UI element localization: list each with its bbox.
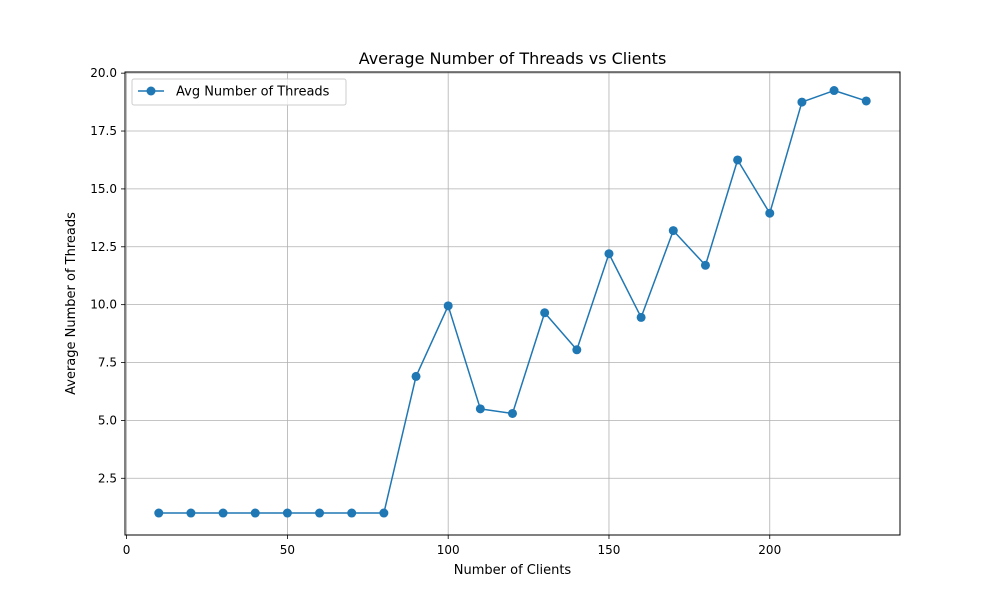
legend-box [131,78,347,106]
data-point [282,508,292,518]
y-axis-label: Average Number of Threads [64,212,79,395]
data-point [668,226,678,236]
data-point [154,508,164,518]
axis-ticks: 0 50 100 150 200 2.5 5.0 7.5 10.0 12.5 15.0 17.5 20.… [90,66,781,557]
data-point [218,508,228,518]
data-point [700,260,710,270]
x-tick-label: 0 [123,543,131,557]
data-point [186,508,196,518]
x-tick-label: 150 [598,543,621,557]
data-point [379,508,389,518]
y-tick-label: 2.5 [98,471,117,485]
y-tick-label: 20.0 [90,66,117,80]
data-point [347,508,357,518]
y-tick-label: 12.5 [90,240,117,254]
data-point [604,249,614,259]
legend-label: Avg Number of Threads [176,85,330,100]
y-tick-label: 17.5 [90,124,117,138]
legend: Avg Number of Threads [131,78,347,106]
data-point [636,312,646,322]
y-tick-label: 7.5 [98,356,117,370]
x-axis-label: Number of Clients [454,563,572,578]
data-point [765,208,775,218]
x-tick-label: 200 [758,543,781,557]
y-tick-label: 10.0 [90,298,117,312]
data-point [572,345,582,355]
chart-title: Average Number of Threads vs Clients [359,49,667,68]
legend-marker-sample [146,86,156,96]
data-point [411,371,421,381]
data-point [250,508,260,518]
data-point [508,408,517,418]
data-point [315,508,325,518]
x-tick-label: 100 [437,543,460,557]
plot-area-frame [124,71,901,536]
data-point [540,308,550,318]
data-point [475,404,485,414]
y-tick-label: 5.0 [98,413,117,427]
data-point [443,301,453,311]
data-point [797,97,807,107]
series-layer [154,86,871,518]
data-point [829,86,839,96]
y-tick-label: 15.0 [90,182,117,196]
data-point [733,155,743,165]
x-tick-label: 50 [280,543,295,557]
data-point [861,96,871,106]
